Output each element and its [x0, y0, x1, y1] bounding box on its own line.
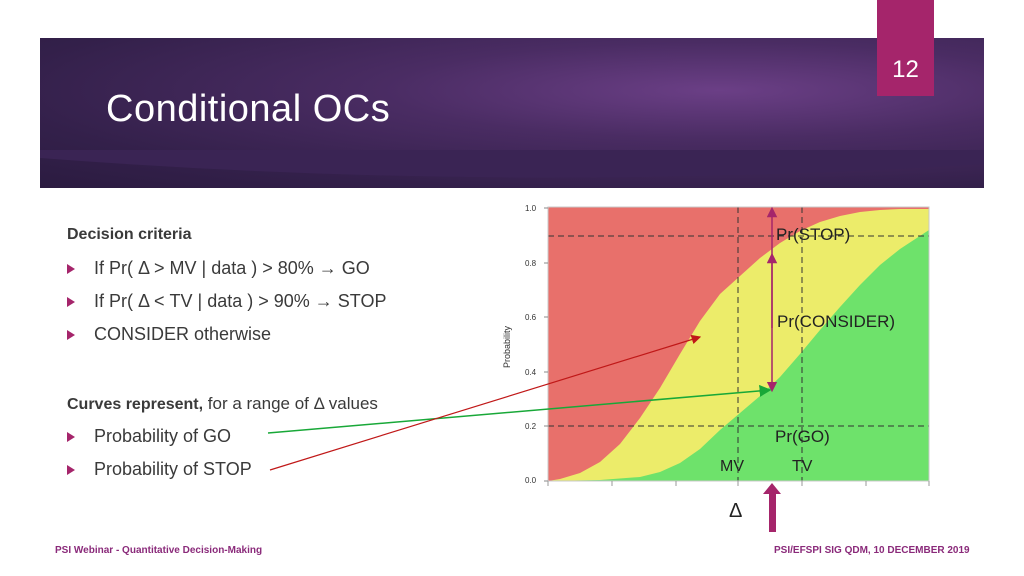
pr-stop-label: Pr(STOP)	[776, 225, 851, 244]
bullet-arrow-icon	[67, 296, 75, 307]
go-region	[548, 230, 929, 481]
bullet-arrow-icon	[67, 464, 75, 475]
stop-curve-pointer	[269, 334, 702, 471]
y-tick-label: 0.0	[525, 476, 537, 485]
mv-label: MV	[720, 458, 744, 475]
decision-item-label: If Pr( Δ < TV | data ) > 90% → STOP	[94, 291, 387, 311]
bullet-arrow-icon	[67, 263, 75, 274]
curve-item-go: Probability of GO	[67, 426, 231, 447]
decision-criteria-heading: Decision criteria	[67, 226, 192, 243]
curve-item-label: Probability of GO	[94, 426, 232, 446]
footer-right: PSI/EFSPI SIG QDM, 10 DECEMBER 2019	[774, 545, 970, 556]
page-number: 12	[892, 56, 919, 83]
tv-label: TV	[792, 458, 813, 475]
y-tick-label: 0.2	[525, 422, 537, 431]
decision-item-label: CONSIDER otherwise	[94, 324, 272, 344]
curves-heading: Curves represent, for a range of Δ value…	[67, 394, 378, 414]
curve-item-stop: Probability of STOP	[67, 459, 252, 480]
footer-left: PSI Webinar - Quantitative Decision-Maki…	[55, 545, 263, 556]
curves-heading-bold: Curves represent,	[67, 396, 204, 413]
y-tick-label: 0.4	[525, 368, 537, 377]
delta-pointer-shaft	[769, 490, 776, 532]
y-tick-label: 1.0	[525, 204, 537, 213]
title-band-edge	[40, 150, 984, 178]
page-number-tab	[877, 0, 934, 96]
y-axis-label: Probability	[502, 325, 512, 368]
y-axis: 0.0 0.2 0.4 0.6 0.8 1.0 Probability	[502, 204, 548, 485]
decision-item-stop: If Pr( Δ < TV | data ) > 90% → STOP	[67, 291, 386, 312]
delta-label: Δ	[729, 500, 743, 522]
y-tick-label: 0.8	[525, 259, 537, 268]
bullet-arrow-icon	[67, 431, 75, 442]
curves-heading-rest: for a range of Δ values	[203, 394, 378, 413]
curve-item-label: Probability of STOP	[94, 459, 252, 479]
pr-consider-label: Pr(CONSIDER)	[777, 312, 896, 331]
decision-item-consider: CONSIDER otherwise	[67, 324, 271, 345]
decision-item-go: If Pr( Δ > MV | data ) > 80% → GO	[67, 258, 370, 279]
bullet-arrow-icon	[67, 329, 75, 340]
decision-item-label: If Pr( Δ > MV | data ) > 80% → GO	[94, 258, 370, 278]
x-ticks	[547, 481, 930, 486]
y-tick-label: 0.6	[525, 313, 537, 322]
delta-pointer-arrow-icon	[763, 483, 781, 494]
slide-title: Conditional OCs	[106, 88, 391, 130]
pr-go-label: Pr(GO)	[775, 427, 830, 446]
go-curve-pointer	[267, 384, 772, 434]
